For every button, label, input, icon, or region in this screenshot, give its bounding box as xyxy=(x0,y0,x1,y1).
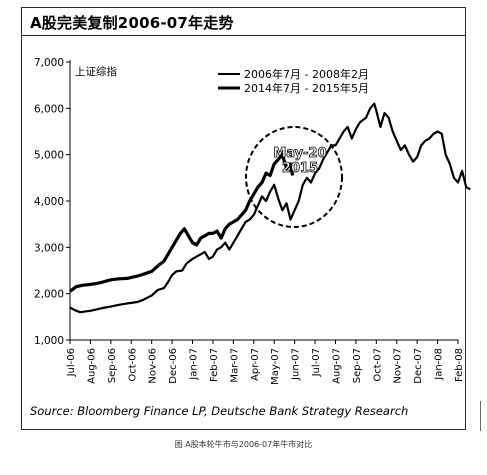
x-tick-label: Jan-08 xyxy=(434,348,445,381)
scroll-indicator xyxy=(480,401,481,431)
source-note: Source: Bloomberg Finance LP, Deutsche B… xyxy=(30,404,409,418)
y-tick-label: 2,000 xyxy=(34,289,64,301)
y-tick-label: 1,000 xyxy=(34,335,64,347)
title-bar: A股完美复制2006-07年走势 xyxy=(22,8,465,36)
x-tick-label: Oct-07 xyxy=(372,348,383,382)
x-tick-label: Sep-07 xyxy=(352,348,363,383)
y-tick-label: 6,000 xyxy=(34,103,64,115)
x-tick-label: Aug-06 xyxy=(86,348,97,384)
x-tick-label: Dec-06 xyxy=(168,348,179,384)
x-tick-label: Feb-08 xyxy=(454,348,465,382)
y-tick-label: 5,000 xyxy=(34,150,64,162)
series-line-1 xyxy=(69,102,471,314)
series-layer xyxy=(69,102,471,314)
x-tick-label: Mar-07 xyxy=(229,348,240,383)
x-tick-label: Oct-06 xyxy=(127,348,138,382)
legend-label-2: 2014年7月 - 2015年5月 xyxy=(244,81,369,95)
x-tick-label: Jan-07 xyxy=(189,348,200,381)
legend-label-1: 2006年7月 - 2008年2月 xyxy=(244,67,369,81)
series-line-2 xyxy=(69,153,295,293)
x-tick-label: Apr-07 xyxy=(250,348,261,381)
x-tick-label: May-07 xyxy=(270,348,281,385)
x-tick-label: Dec-07 xyxy=(413,348,424,384)
annotation-year: 2015 xyxy=(282,161,318,176)
y-axis-label: 上证综指 xyxy=(75,65,117,78)
chart-axes: 1,000 2,000 3,000 4,000 5,000 6,000 7,000 上证综指 J… xyxy=(34,57,465,385)
annotation-date: May-20 xyxy=(273,146,326,161)
x-tick-label: Jul-07 xyxy=(311,348,322,377)
chart-title: A股完美复制2006-07年走势 xyxy=(30,14,234,32)
x-tick-label: Nov-07 xyxy=(393,348,404,384)
y-tick-label: 3,000 xyxy=(34,242,64,254)
chart-frame: A股完美复制2006-07年走势 Source: Bloomberg Finan… xyxy=(21,7,481,431)
y-tick-label: 7,000 xyxy=(34,57,64,69)
x-tick-label: Jul-06 xyxy=(66,348,77,377)
x-tick-label: Sep-06 xyxy=(107,348,118,383)
x-tick-label: Aug-07 xyxy=(331,348,342,384)
x-tick-label: Nov-06 xyxy=(148,348,159,384)
y-tick-label: 4,000 xyxy=(34,196,64,208)
x-tick-label: Jun-07 xyxy=(291,348,302,381)
x-tick-label: Feb-07 xyxy=(209,348,220,382)
annotation-circle xyxy=(245,126,343,228)
figure-caption: 图 A股本轮牛市与2006-07年牛市对比 xyxy=(174,440,313,449)
